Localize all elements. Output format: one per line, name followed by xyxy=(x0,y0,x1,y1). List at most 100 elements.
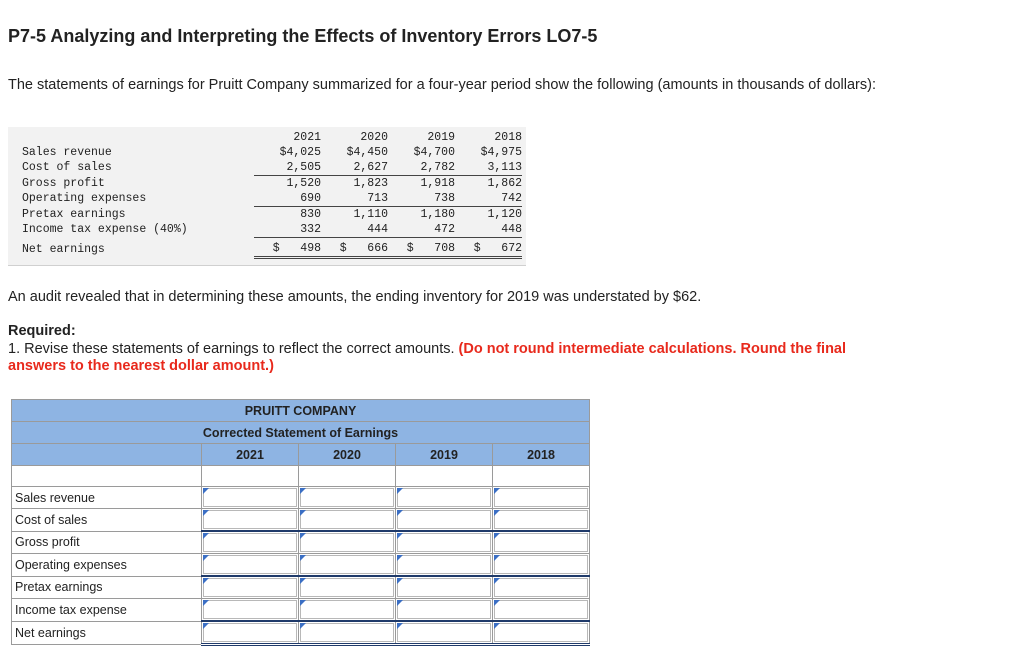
given-value: 3,113 xyxy=(455,160,522,176)
answer-row-label: Income tax expense xyxy=(11,598,202,622)
answer-input[interactable] xyxy=(397,578,491,597)
answer-row-label: Net earnings xyxy=(11,620,202,645)
given-value: 830 xyxy=(300,208,321,221)
answer-row: Operating expenses xyxy=(11,553,590,577)
audit-note: An audit revealed that in determining th… xyxy=(8,289,702,305)
answer-input[interactable] xyxy=(203,488,297,507)
given-value: 1,180 xyxy=(420,208,455,221)
answer-row-label: Cost of sales xyxy=(11,508,202,532)
flag-icon xyxy=(300,600,306,606)
answer-input[interactable] xyxy=(300,488,394,507)
answer-input[interactable] xyxy=(494,578,588,597)
answer-row-label: Sales revenue xyxy=(11,486,202,509)
answer-input[interactable] xyxy=(300,533,394,552)
flag-icon xyxy=(397,510,403,516)
answer-input[interactable] xyxy=(397,488,491,507)
flag-icon xyxy=(397,555,403,561)
given-year: 2018 xyxy=(494,131,522,144)
answer-row: Income tax expense xyxy=(11,598,590,622)
answer-company-header: PRUITT COMPANY xyxy=(11,399,590,422)
answer-row-label: Gross profit xyxy=(11,530,202,554)
answer-row: Net earnings xyxy=(11,620,590,646)
given-value: 1,120 xyxy=(487,208,522,221)
flag-icon xyxy=(300,555,306,561)
rounding-instruction: (Do not round intermediate calculations.… xyxy=(8,341,847,374)
answer-input[interactable] xyxy=(397,623,491,642)
given-value: 742 xyxy=(455,191,522,207)
given-row-label: Cost of sales xyxy=(22,161,112,175)
answer-input[interactable] xyxy=(397,510,491,529)
flag-icon xyxy=(494,623,500,629)
answer-year-header: 2018 xyxy=(492,443,590,466)
answer-table: PRUITT COMPANY Corrected Statement of Ea… xyxy=(11,399,590,646)
answer-input[interactable] xyxy=(397,555,491,574)
flag-icon xyxy=(203,533,209,539)
given-value: 1,823 xyxy=(353,177,388,190)
answer-input[interactable] xyxy=(300,510,394,529)
given-value: $4,025 xyxy=(279,146,321,159)
flag-icon xyxy=(300,623,306,629)
flag-icon xyxy=(494,600,500,606)
required-heading: Required: xyxy=(8,323,76,339)
answer-row: Sales revenue xyxy=(11,486,590,509)
given-value: 690 xyxy=(254,191,321,207)
flag-icon xyxy=(203,600,209,606)
given-value: $ 672 xyxy=(455,237,522,259)
given-value: 448 xyxy=(455,222,522,238)
flag-icon xyxy=(203,623,209,629)
given-value: 1,520 xyxy=(286,177,321,190)
answer-input[interactable] xyxy=(203,600,297,619)
given-value: 1,110 xyxy=(353,208,388,221)
answer-input[interactable] xyxy=(203,533,297,552)
flag-icon xyxy=(494,578,500,584)
flag-icon xyxy=(300,533,306,539)
flag-icon xyxy=(397,623,403,629)
answer-input[interactable] xyxy=(494,533,588,552)
answer-input[interactable] xyxy=(494,555,588,574)
answer-input[interactable] xyxy=(397,600,491,619)
given-row-label: Income tax expense (40%) xyxy=(22,223,188,237)
given-value: 444 xyxy=(321,222,388,238)
answer-input[interactable] xyxy=(300,623,394,642)
given-value: $4,450 xyxy=(346,146,388,159)
answer-row-label: Pretax earnings xyxy=(11,575,202,599)
answer-input[interactable] xyxy=(494,510,588,529)
given-statement-table: 2021 2020 2019 2018 Sales revenue $4,025… xyxy=(22,130,522,259)
given-value: 1,862 xyxy=(487,177,522,190)
flag-icon xyxy=(203,555,209,561)
given-row-label: Pretax earnings xyxy=(22,207,126,221)
given-value: 332 xyxy=(254,222,321,238)
answer-input[interactable] xyxy=(494,488,588,507)
answer-input[interactable] xyxy=(203,555,297,574)
given-value: 713 xyxy=(321,191,388,207)
given-year: 2020 xyxy=(360,131,388,144)
flag-icon xyxy=(203,488,209,494)
problem-intro: The statements of earnings for Pruitt Co… xyxy=(8,77,876,93)
required-instruction-text: 1. Revise these statements of earnings t… xyxy=(8,341,459,357)
problem-title: P7-5 Analyzing and Interpreting the Effe… xyxy=(8,26,598,46)
flag-icon xyxy=(397,600,403,606)
answer-input[interactable] xyxy=(494,600,588,619)
answer-input[interactable] xyxy=(300,578,394,597)
given-value: $ 498 xyxy=(254,237,321,259)
given-year: 2021 xyxy=(293,131,321,144)
given-value: 2,505 xyxy=(254,160,321,176)
answer-input[interactable] xyxy=(203,623,297,642)
given-value: $ 666 xyxy=(321,237,388,259)
answer-input[interactable] xyxy=(203,510,297,529)
answer-input[interactable] xyxy=(397,533,491,552)
answer-row: Cost of sales xyxy=(11,508,590,532)
answer-input[interactable] xyxy=(494,623,588,642)
answer-input[interactable] xyxy=(203,578,297,597)
answer-row: Pretax earnings xyxy=(11,575,590,599)
flag-icon xyxy=(494,510,500,516)
flag-icon xyxy=(203,510,209,516)
given-row-label: Net earnings xyxy=(22,242,105,256)
given-row-label: Sales revenue xyxy=(22,146,112,159)
answer-input[interactable] xyxy=(300,555,394,574)
flag-icon xyxy=(300,488,306,494)
given-value: 2,782 xyxy=(388,160,455,176)
flag-icon xyxy=(300,510,306,516)
answer-input[interactable] xyxy=(300,600,394,619)
answer-statement-header: Corrected Statement of Earnings xyxy=(11,421,590,444)
